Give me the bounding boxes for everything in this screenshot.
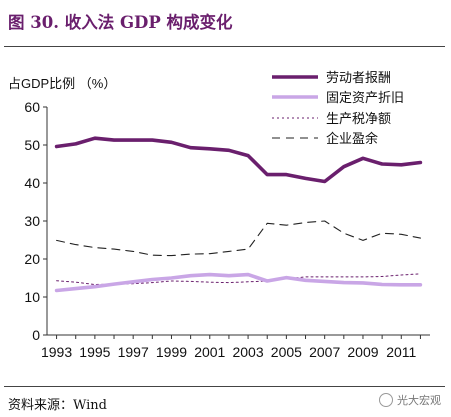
y-tick-label: 10 xyxy=(24,289,40,305)
x-tick-label: 1997 xyxy=(118,344,149,360)
source-note: 资料来源：Wind xyxy=(8,398,107,413)
legend-label: 企业盈余 xyxy=(326,131,378,146)
legend-label: 生产税净额 xyxy=(326,111,391,126)
x-tick-label: 1999 xyxy=(156,344,187,360)
title-divider xyxy=(4,46,445,47)
figure-title: 图 30. 收入法 GDP 构成变化 xyxy=(8,13,233,32)
source-divider xyxy=(4,386,445,387)
legend-label: 固定资产折旧 xyxy=(326,90,404,105)
y-tick-label: 60 xyxy=(24,99,40,115)
y-tick-label: 50 xyxy=(24,137,40,153)
x-tick-label: 2005 xyxy=(271,344,302,360)
y-tick-label: 0 xyxy=(32,327,40,343)
y-tick-label: 20 xyxy=(24,251,40,267)
y-tick-label: 30 xyxy=(24,213,40,229)
wechat-icon xyxy=(379,393,393,407)
watermark: 光大宏观 xyxy=(379,392,441,408)
x-tick-label: 2007 xyxy=(309,344,340,360)
series-line-4 xyxy=(56,220,421,257)
line-chart: 占GDP比例 （%） 0 10 20 30 40 50 60 1993 1995 1997 1999… xyxy=(8,70,430,360)
x-tick-label: 2001 xyxy=(194,344,225,360)
y-tick-label: 40 xyxy=(24,175,40,191)
x-tick-label: 2003 xyxy=(232,344,263,360)
legend-label: 劳动者报酬 xyxy=(326,70,391,85)
y-axis-label: 占GDP比例 （%） xyxy=(8,76,116,91)
series-line-2 xyxy=(54,272,423,293)
x-tick-label: 2009 xyxy=(347,344,378,360)
series-line-1 xyxy=(54,136,423,184)
x-tick-label: 1995 xyxy=(79,344,110,360)
x-tick-label: 1993 xyxy=(41,344,72,360)
watermark-label: 光大宏观 xyxy=(397,394,441,407)
x-tick-label: 2011 xyxy=(386,344,416,360)
